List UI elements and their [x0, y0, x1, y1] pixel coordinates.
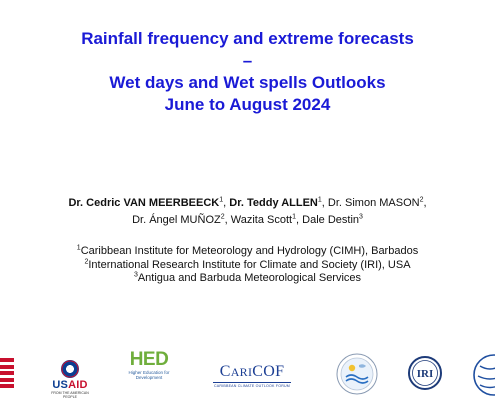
- us-flag-logo: [0, 358, 14, 392]
- affiliation-3: 3Antigua and Barbuda Meteorological Serv…: [10, 271, 485, 286]
- slide-title: Rainfall frequency and extreme forecasts…: [0, 28, 495, 116]
- author-separator: ,: [423, 197, 427, 209]
- usaid-aid: AID: [68, 379, 88, 391]
- usaid-tagline: FROM THE AMERICAN PEOPLE: [51, 391, 89, 399]
- author-5-affil: 1: [292, 213, 297, 221]
- affiliation-1-text: Caribbean Institute for Meteorology and …: [80, 245, 419, 257]
- caricof-logo: CARICOF CARIBBEAN CLIMATE OUTLOOK FORUM: [207, 364, 297, 390]
- affiliation-2: 2International Research Institute for Cl…: [10, 257, 485, 273]
- author-separator: ,: [223, 197, 230, 209]
- author-5: Wazita Scott: [230, 214, 293, 226]
- caricof-wordmark: CARICOF: [207, 364, 297, 380]
- usaid-seal-icon: [61, 360, 79, 378]
- hed-logo: HED Higher Education for Development: [124, 350, 174, 398]
- hed-subtitle: Higher Education for Development: [128, 370, 170, 380]
- author-separator: ,: [224, 214, 231, 226]
- affiliation-2-text: International Research Institute for Cli…: [88, 258, 411, 271]
- logo-strip: USAID FROM THE AMERICAN PEOPLE HED Highe…: [0, 348, 495, 400]
- title-line-4: June to August 2024: [164, 95, 331, 114]
- caricof-rule: [213, 382, 291, 383]
- author-separator: ,: [296, 214, 303, 226]
- usaid-logo: USAID FROM THE AMERICAN PEOPLE: [46, 360, 94, 399]
- author-2-affil: 1: [317, 196, 322, 204]
- caricof-c: C: [219, 363, 231, 380]
- iri-seal-icon: IRI: [408, 356, 442, 390]
- hed-wordmark: HED: [129, 349, 169, 370]
- cimh-logo: [336, 353, 378, 395]
- author-3: Dr. Simon MASON: [327, 197, 420, 209]
- author-1: Dr. Cedric VAN MEERBEECK: [68, 197, 220, 209]
- author-4: Dr. Ángel MUÑOZ: [132, 214, 221, 226]
- usaid-wordmark: USAID: [46, 380, 94, 391]
- title-line-3: Wet days and Wet spells Outlooks: [109, 73, 386, 92]
- usaid-us: US: [52, 379, 69, 391]
- caricof-tagline: CARIBBEAN CLIMATE OUTLOOK FORUM: [213, 384, 291, 388]
- caricof-ari: ARI: [230, 365, 253, 379]
- affiliation-1-number: 1: [76, 244, 81, 252]
- iri-text: IRI: [417, 368, 434, 380]
- title-dash: –: [242, 51, 253, 70]
- cimh-seal-icon: [336, 353, 378, 395]
- affiliation-3-text: Antigua and Barbuda Meteorological Servi…: [137, 272, 362, 284]
- caricof-cof: COF: [252, 363, 285, 380]
- author-1-affil: 1: [219, 196, 224, 204]
- title-line-1: Rainfall frequency and extreme forecasts: [81, 29, 414, 48]
- author-6-affil: 3: [359, 213, 363, 221]
- author-separator: ,: [321, 197, 328, 209]
- affiliation-3-number: 3: [133, 271, 138, 279]
- author-3-affil: 2: [419, 196, 424, 204]
- affiliation-2-number: 2: [84, 257, 89, 265]
- affiliation-list: 1Caribbean Institute for Meteorology and…: [10, 244, 485, 286]
- author-4-affil: 2: [220, 213, 225, 221]
- iri-logo: IRI: [408, 356, 442, 390]
- affiliation-1: 1Caribbean Institute for Meteorology and…: [10, 244, 485, 259]
- wmo-logo: [472, 352, 495, 398]
- author-6: Dale Destin: [302, 214, 359, 226]
- author-list: Dr. Cedric VAN MEERBEECK1, Dr. Teddy ALL…: [10, 195, 485, 229]
- author-2: Dr. Teddy ALLEN: [229, 197, 318, 209]
- wmo-emblem-icon: [473, 354, 495, 396]
